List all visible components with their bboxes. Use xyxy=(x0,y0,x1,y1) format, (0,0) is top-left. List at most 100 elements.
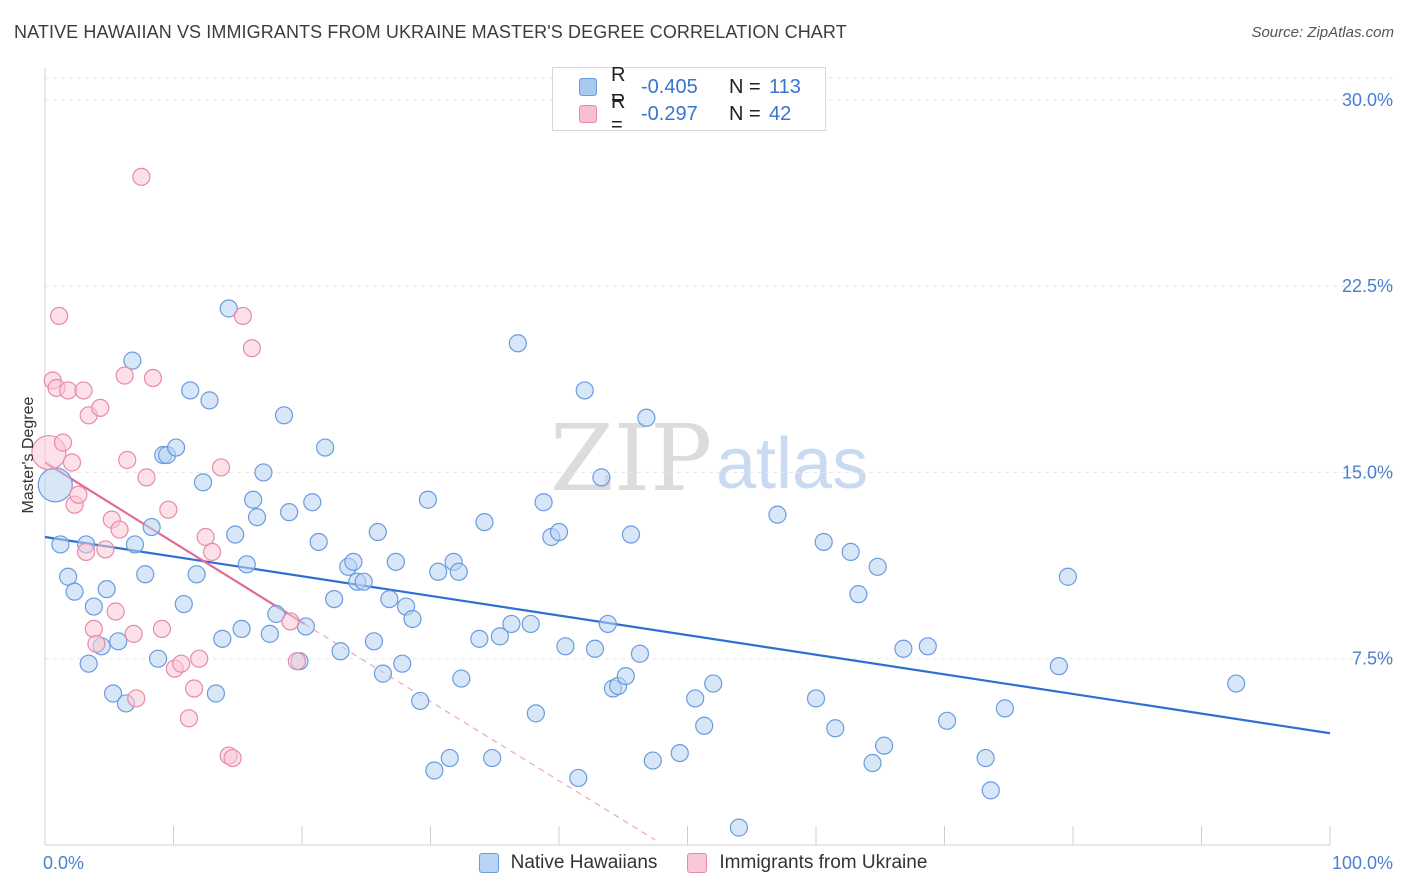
point-native-hawaiians xyxy=(1049,657,1068,676)
y-tick-label: 15.0% xyxy=(1342,462,1393,482)
point-immigrants-ukraine xyxy=(242,339,261,358)
point-native-hawaiians xyxy=(174,594,193,614)
point-native-hawaiians xyxy=(274,406,294,425)
point-immigrants-ukraine xyxy=(115,366,134,385)
point-native-hawaiians xyxy=(1227,674,1246,693)
point-native-hawaiians xyxy=(267,604,286,624)
point-native-hawaiians xyxy=(483,748,502,768)
data-points xyxy=(31,167,1246,837)
point-native-hawaiians xyxy=(65,582,84,601)
point-native-hawaiians xyxy=(316,438,335,457)
point-immigrants-ukraine xyxy=(127,689,146,708)
point-native-hawaiians xyxy=(592,468,611,487)
legend-r-label: R = xyxy=(611,91,626,136)
point-native-hawaiians xyxy=(863,753,882,773)
point-native-hawaiians xyxy=(616,666,635,686)
point-immigrants-ukraine xyxy=(124,624,143,643)
point-native-hawaiians xyxy=(109,632,128,651)
point-native-hawaiians xyxy=(309,532,328,552)
point-native-hawaiians xyxy=(411,691,430,711)
point-native-hawaiians xyxy=(418,490,438,509)
point-native-hawaiians xyxy=(704,674,723,693)
y-tick-label: 30.0% xyxy=(1342,90,1393,110)
point-immigrants-ukraine xyxy=(59,381,78,400)
point-native-hawaiians xyxy=(393,654,412,673)
point-native-hawaiians xyxy=(226,525,245,544)
point-native-hawaiians xyxy=(373,664,393,683)
trend-line-native-hawaiians xyxy=(44,535,1331,735)
point-native-hawaiians xyxy=(534,493,553,512)
trend-line-immigrants-ukraine xyxy=(44,461,306,625)
point-immigrants-ukraine xyxy=(87,634,106,653)
point-native-hawaiians xyxy=(521,614,540,634)
point-native-hawaiians xyxy=(508,334,527,353)
x-tick-label: 0.0% xyxy=(43,853,84,873)
point-native-hawaiians xyxy=(104,684,123,703)
correlation-legend: R = -0.405 N = 113 R = -0.297 N = 42 xyxy=(552,64,826,136)
trend-lines xyxy=(44,461,1331,841)
point-native-hawaiians xyxy=(440,748,459,768)
point-immigrants-ukraine xyxy=(287,652,306,671)
point-native-hawaiians xyxy=(166,438,186,457)
point-native-hawaiians xyxy=(937,711,957,730)
point-native-hawaiians xyxy=(193,473,213,492)
point-native-hawaiians xyxy=(475,512,494,532)
point-native-hawaiians xyxy=(452,669,471,688)
point-native-hawaiians xyxy=(386,552,405,571)
point-native-hawaiians xyxy=(380,589,399,609)
point-native-hawaiians xyxy=(403,609,422,629)
point-immigrants-ukraine xyxy=(62,453,82,472)
y-axis-label: Master's Degree xyxy=(20,396,37,513)
point-native-hawaiians xyxy=(549,522,569,542)
point-immigrants-ukraine xyxy=(233,306,252,326)
source-credit: Source: ZipAtlas.com xyxy=(1251,24,1394,41)
point-native-hawaiians xyxy=(219,299,238,318)
point-native-hawaiians xyxy=(142,517,161,537)
legend-swatch-immigrants-ukraine xyxy=(687,853,708,873)
point-immigrants-ukraine xyxy=(84,619,103,639)
axes xyxy=(44,68,1331,846)
point-immigrants-ukraine xyxy=(179,709,199,728)
point-native-hawaiians xyxy=(296,617,315,636)
point-native-hawaiians xyxy=(1058,567,1077,586)
trend-extension-immigrants-ukraine xyxy=(304,623,656,841)
point-native-hawaiians xyxy=(643,751,662,770)
point-immigrants-ukraine xyxy=(137,468,156,487)
legend-row-native-hawaiians: R = -0.405 N = 113 xyxy=(579,64,801,109)
point-native-hawaiians xyxy=(814,532,833,552)
point-native-hawaiians xyxy=(425,761,444,780)
point-native-hawaiians xyxy=(875,736,894,755)
watermark: ZIP atlas xyxy=(550,405,868,512)
legend-item-immigrants-ukraine[interactable]: Immigrants from Ukraine xyxy=(687,852,927,874)
tick-labels: 7.5% 15.0% 22.5% 30.0% 0.0% 100.0% xyxy=(43,90,1393,873)
point-native-hawaiians xyxy=(585,639,605,658)
point-immigrants-ukraine xyxy=(223,748,242,768)
point-native-hawaiians xyxy=(123,351,142,370)
point-native-hawaiians xyxy=(806,689,826,708)
point-native-hawaiians xyxy=(995,699,1014,718)
point-immigrants-ukraine xyxy=(172,654,191,673)
point-immigrants-ukraine xyxy=(106,602,125,621)
point-native-hawaiians xyxy=(51,535,70,554)
point-native-hawaiians xyxy=(325,589,344,609)
x-tick-label: 100.0% xyxy=(1332,853,1393,873)
point-native-hawaiians xyxy=(354,572,373,591)
point-native-hawaiians xyxy=(556,637,575,656)
point-native-hawaiians xyxy=(621,525,641,544)
chart-title: NATIVE HAWAIIAN VS IMMIGRANTS FROM UKRAI… xyxy=(14,22,847,42)
point-native-hawaiians xyxy=(598,614,617,634)
point-native-hawaiians xyxy=(695,716,714,735)
point-immigrants-ukraine xyxy=(132,167,151,186)
point-native-hawaiians xyxy=(981,781,1000,800)
point-immigrants-ukraine xyxy=(77,542,96,562)
point-native-hawaiians xyxy=(368,522,387,542)
legend-n-label: N = xyxy=(729,102,761,125)
point-native-hawaiians xyxy=(280,503,299,522)
point-native-hawaiians xyxy=(244,490,263,509)
legend-item-native-hawaiians[interactable]: Native Hawaiians xyxy=(478,852,657,874)
point-native-hawaiians xyxy=(364,632,384,651)
point-native-hawaiians xyxy=(526,704,545,723)
point-immigrants-ukraine xyxy=(69,485,88,504)
point-native-hawaiians xyxy=(976,748,995,768)
point-native-hawaiians xyxy=(181,381,200,400)
